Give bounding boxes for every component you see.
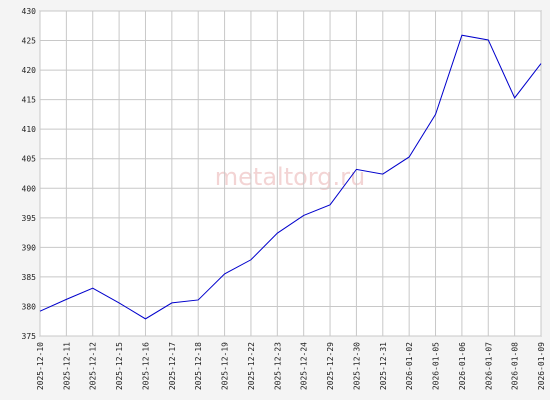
x-tick-label: 2025-12-12 (89, 342, 98, 390)
x-tick-label: 2025-12-24 (300, 342, 309, 390)
x-tick-label: 2026-01-07 (484, 342, 493, 390)
x-tick-label: 2026-01-05 (432, 342, 441, 390)
y-tick-label: 395 (22, 214, 37, 223)
line (39, 34, 542, 320)
x-tick-label: 2025-12-11 (62, 342, 71, 390)
x-tick-label: 2025-12-18 (194, 342, 203, 390)
y-tick-label: 425 (22, 37, 37, 46)
y-tick-label: 420 (22, 66, 37, 75)
x-tick-label: 2025-12-29 (326, 342, 335, 390)
x-tick-label: 2025-12-10 (36, 342, 45, 390)
y-tick-label: 380 (22, 302, 37, 311)
x-tick-label: 2025-12-23 (273, 342, 282, 390)
x-tick-label: 2025-12-15 (115, 342, 124, 390)
watermark: metaltorg.ru (215, 163, 365, 191)
y-tick-label: 385 (22, 273, 37, 282)
x-tick-label: 2026-01-08 (511, 342, 520, 390)
y-tick-label: 405 (22, 155, 37, 164)
y-tick-label: 430 (22, 7, 37, 16)
x-tick-label: 2025-12-17 (168, 342, 177, 390)
x-tick-label: 2026-01-06 (458, 342, 467, 390)
x-tick-label: 2025-12-30 (352, 342, 361, 390)
x-tick-label: 2026-01-02 (405, 342, 414, 390)
y-tick-label: 400 (22, 184, 37, 193)
x-tick-label: 2025-12-19 (221, 342, 230, 390)
plot-area (39, 10, 542, 337)
y-tick-label: 410 (22, 125, 37, 134)
y-tick-label: 375 (22, 332, 37, 341)
x-tick-label: 2025-12-16 (141, 342, 150, 390)
y-tick-label: 390 (22, 243, 37, 252)
x-tick-label: 2025-12-31 (379, 342, 388, 390)
x-tick-label: 2026-01-09 (537, 342, 546, 390)
y-tick-label: 415 (22, 96, 37, 105)
x-tick-label: 2025-12-22 (247, 342, 256, 390)
